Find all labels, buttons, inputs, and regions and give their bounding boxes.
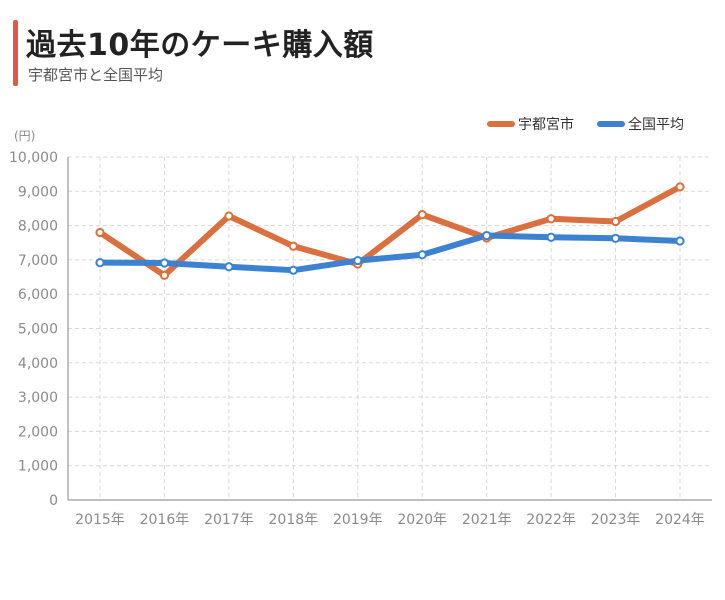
data-point [159,258,170,268]
y-tick-label: 8,000 [18,219,58,235]
data-point [417,250,427,260]
x-tick-label: 2020年 [397,512,447,528]
y-tick-label: 10,000 [9,150,58,166]
data-point [159,270,170,280]
data-point [546,214,556,224]
legend-label: 全国平均 [628,116,684,133]
data-point [417,210,427,220]
chart-header: 過去10年のケーキ購入額 宇都宮市と全国平均 [0,0,725,100]
y-tick-label: 7,000 [18,253,58,269]
chart-title: 過去10年のケーキ購入額 [26,28,374,63]
data-point [95,227,105,238]
x-tick-label: 2023年 [591,512,641,528]
series-line [97,183,683,279]
y-unit-label: (円) [14,129,35,143]
y-tick-label: 9,000 [18,184,58,200]
chart-subtitle: 宇都宮市と全国平均 [28,66,164,84]
data-point [224,211,234,221]
y-tick-label: 4,000 [18,356,58,372]
x-tick-label: 2015年 [75,512,125,528]
data-point [546,232,556,242]
x-tick-label: 2024年 [655,512,705,528]
y-tick-label: 3,000 [18,390,58,406]
data-point [675,182,685,192]
data-point [288,241,298,251]
title-accent-bar [13,20,18,86]
data-point [353,255,363,266]
data-point [610,233,621,243]
series-line [97,232,683,274]
data-point [610,216,621,227]
y-tick-label: 2,000 [18,424,58,440]
x-tick-label: 2021年 [462,512,512,528]
data-point [288,265,298,275]
x-tick-label: 2016年 [140,512,190,528]
data-point [675,236,685,246]
x-tick-label: 2022年 [526,512,576,528]
y-tick-label: 5,000 [18,322,58,338]
x-tick-label: 2018年 [269,512,319,528]
data-point [95,258,105,268]
x-tick-label: 2019年 [333,512,383,528]
x-tick-label: 2017年 [204,512,254,528]
data-point [482,230,492,241]
legend-label: 宇都宮市 [518,116,574,133]
y-tick-label: 6,000 [18,287,58,303]
y-tick-label: 0 [49,493,58,509]
data-point [224,262,234,272]
y-tick-label: 1,000 [18,459,58,475]
